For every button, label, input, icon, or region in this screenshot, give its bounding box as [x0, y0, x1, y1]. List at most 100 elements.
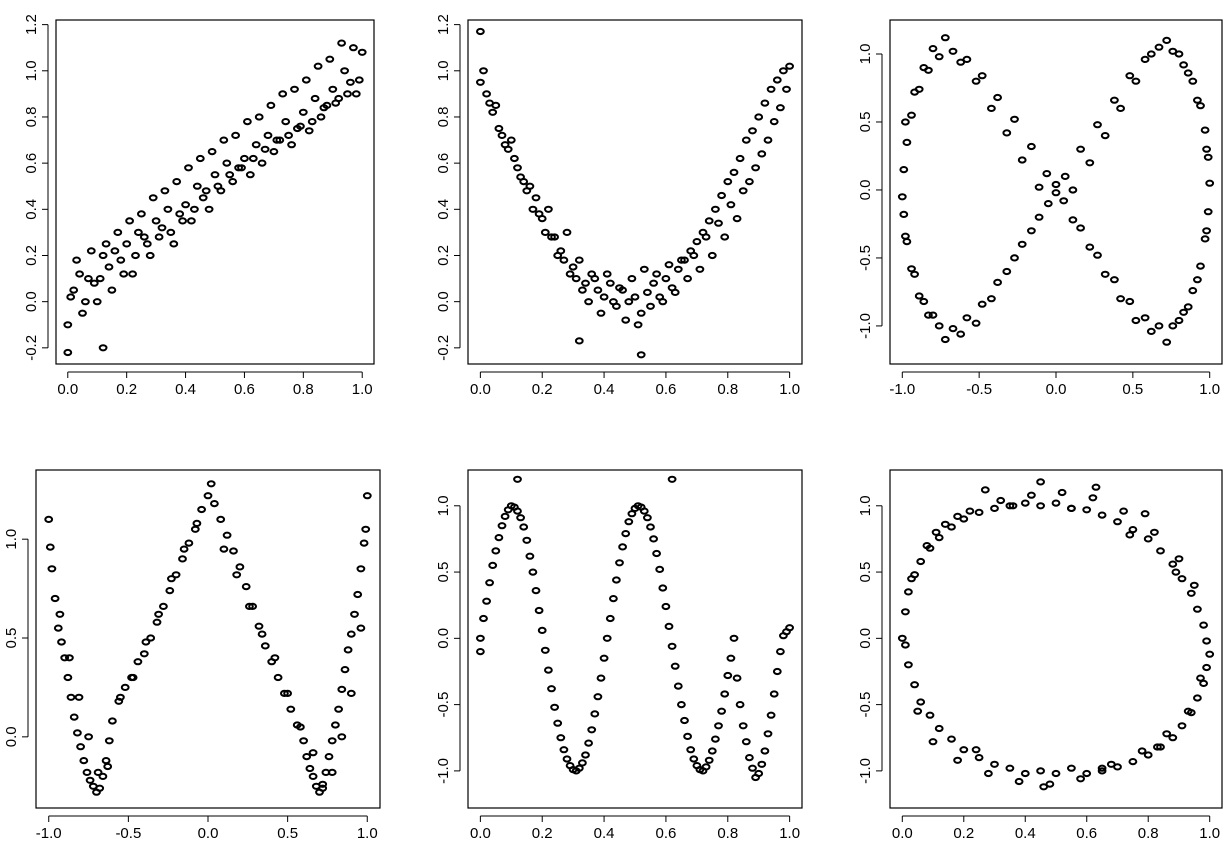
data-point: [1034, 213, 1044, 221]
data-point: [1014, 777, 1024, 786]
data-point: [711, 735, 720, 743]
data-points: [476, 475, 794, 782]
data-point: [658, 298, 668, 306]
data-point: [1202, 227, 1211, 235]
data-point: [1110, 276, 1119, 284]
data-point: [1140, 55, 1150, 64]
data-point: [683, 275, 692, 283]
data-point: [636, 351, 646, 359]
data-point: [137, 210, 146, 218]
data-point: [92, 298, 102, 306]
data-point: [494, 534, 504, 542]
data-point: [670, 662, 680, 670]
data-point: [673, 265, 683, 273]
data-point: [1168, 560, 1178, 568]
data-point: [1183, 303, 1193, 311]
data-point: [228, 178, 238, 186]
data-point: [476, 634, 485, 642]
data-point: [213, 182, 223, 190]
data-point: [354, 76, 364, 84]
data-point: [165, 587, 175, 595]
data-point: [95, 784, 105, 792]
x-tick-label: 0.4: [594, 825, 615, 842]
x-tick-label: 0.6: [655, 381, 676, 398]
data-point: [550, 703, 559, 711]
data-point: [1119, 507, 1128, 515]
data-point: [86, 247, 96, 255]
data-point: [948, 325, 958, 333]
data-point: [482, 90, 492, 98]
data-point: [531, 194, 541, 202]
data-point: [655, 565, 665, 574]
data-point: [72, 256, 81, 264]
data-point: [673, 682, 683, 690]
data-point: [971, 746, 981, 754]
data-point: [776, 648, 785, 656]
data-point: [44, 515, 54, 524]
data-point: [1125, 297, 1135, 306]
data-point: [1125, 72, 1135, 80]
x-tick-label: 1.0: [1199, 825, 1220, 842]
data-point: [1100, 132, 1110, 140]
data-point: [301, 76, 311, 84]
data-point: [116, 693, 125, 701]
data-point: [192, 519, 202, 528]
data-point: [599, 293, 609, 301]
data-point: [624, 518, 634, 526]
data-point: [1097, 764, 1107, 772]
x-tick-label: 0.8: [717, 825, 738, 842]
data-point: [257, 630, 267, 638]
x-tick-label: 1.0: [779, 825, 800, 842]
data-point: [1110, 96, 1119, 104]
data-point: [290, 85, 299, 93]
data-point: [522, 536, 532, 544]
data-point: [353, 590, 363, 599]
data-point: [940, 520, 950, 528]
data-point: [1082, 769, 1092, 778]
data-point: [331, 99, 341, 107]
data-point: [134, 228, 143, 236]
data-point: [1076, 145, 1085, 153]
data-point: [349, 44, 358, 52]
data-point: [281, 118, 291, 126]
data-point: [254, 113, 264, 121]
data-point: [497, 522, 507, 530]
data-point: [101, 757, 111, 765]
data-point: [343, 646, 353, 654]
data-point: [1156, 547, 1165, 555]
x-tick-label: 0.2: [116, 381, 137, 398]
data-point: [270, 654, 280, 662]
data-point: [977, 300, 987, 308]
data-point: [547, 233, 556, 241]
data-point: [167, 575, 176, 583]
data-point: [1082, 506, 1092, 514]
data-point: [269, 148, 279, 156]
data-point: [305, 764, 315, 773]
data-point: [615, 284, 624, 292]
x-tick-label: 0.0: [470, 825, 491, 842]
data-point: [695, 265, 705, 273]
data-point: [240, 154, 249, 163]
x-tick-label: -0.5: [966, 381, 992, 398]
x-axis: 0.0 0.2 0.4 0.6 0.8 1.0: [57, 371, 373, 398]
data-point: [916, 698, 926, 706]
data-point: [89, 279, 99, 287]
data-point: [190, 525, 200, 533]
data-point: [769, 690, 779, 698]
data-point: [337, 39, 347, 47]
data-point: [763, 136, 773, 144]
data-point: [356, 565, 366, 573]
y-tick-label: 0.2: [23, 245, 40, 266]
data-point: [310, 94, 320, 103]
data-point: [273, 673, 283, 682]
data-point: [500, 141, 510, 149]
data-point: [568, 263, 578, 271]
data-point: [104, 263, 114, 271]
data-point: [649, 279, 658, 287]
data-point: [120, 683, 130, 692]
y-tick-label: 0.5: [435, 562, 452, 583]
data-point: [925, 711, 935, 719]
data-point: [55, 610, 65, 618]
data-point: [537, 626, 547, 635]
y-tick-label: -1.0: [435, 758, 452, 784]
